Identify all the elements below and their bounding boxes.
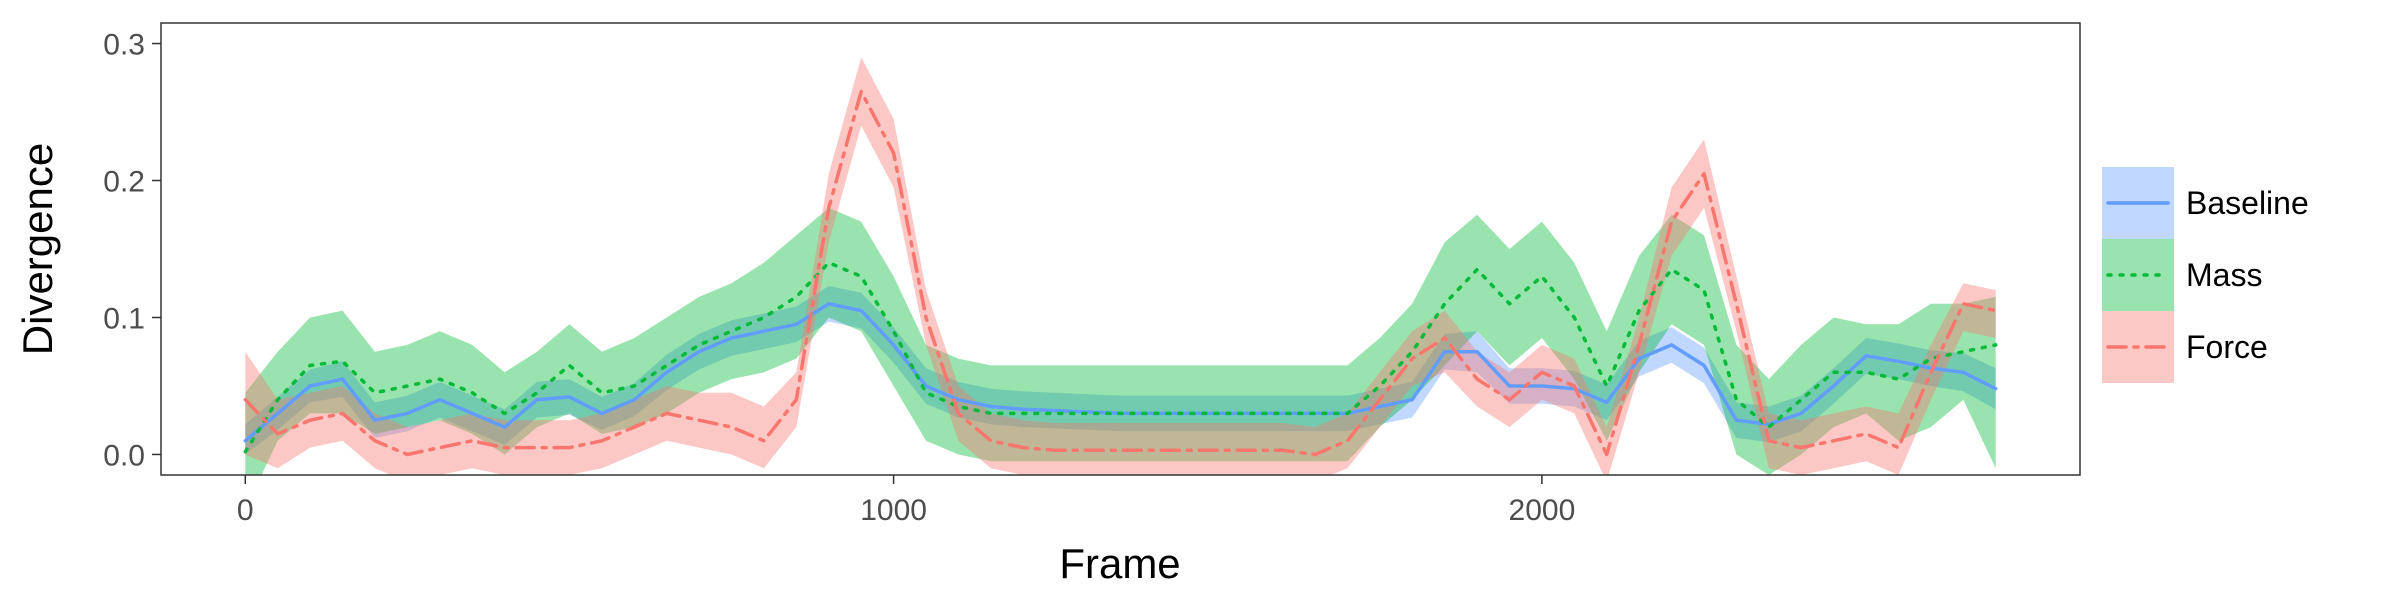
- x-tick-label: 1000: [860, 494, 927, 527]
- y-axis-title: Divergence: [14, 143, 61, 355]
- line-layer: [243, 89, 1998, 457]
- plot-border: [160, 22, 2081, 476]
- legend: Baseline Mass Force: [2102, 167, 2309, 383]
- legend-item-force: Force: [2102, 311, 2268, 383]
- ribbon-baseline: [245, 286, 1996, 455]
- legend-key-mass: [2102, 239, 2174, 311]
- legend-item-baseline: Baseline: [2102, 167, 2309, 239]
- legend-label-baseline: Baseline: [2186, 185, 2309, 221]
- legend-label-force: Force: [2186, 329, 2268, 365]
- series-line-force: [243, 89, 1998, 457]
- y-tick-label: 0.0: [103, 439, 145, 472]
- legend-item-mass: Mass: [2102, 239, 2262, 311]
- x-tick-label: 0: [237, 494, 254, 527]
- series-line-mass: [243, 260, 1998, 454]
- y-tick-label: 0.2: [103, 166, 145, 199]
- x-axis-title: Frame: [1059, 540, 1180, 587]
- legend-label-mass: Mass: [2186, 257, 2262, 293]
- y-tick-label: 0.1: [103, 302, 145, 335]
- x-axis: 0 1000 2000: [237, 475, 1575, 527]
- ribbon-mass: [245, 207, 1996, 475]
- y-tick-label: 0.3: [103, 29, 145, 62]
- y-axis: 0.0 0.1 0.2 0.3: [103, 29, 161, 472]
- ribbon-force: [245, 57, 1996, 475]
- ribbon-layer: [245, 57, 1996, 475]
- x-tick-label: 2000: [1509, 494, 1576, 527]
